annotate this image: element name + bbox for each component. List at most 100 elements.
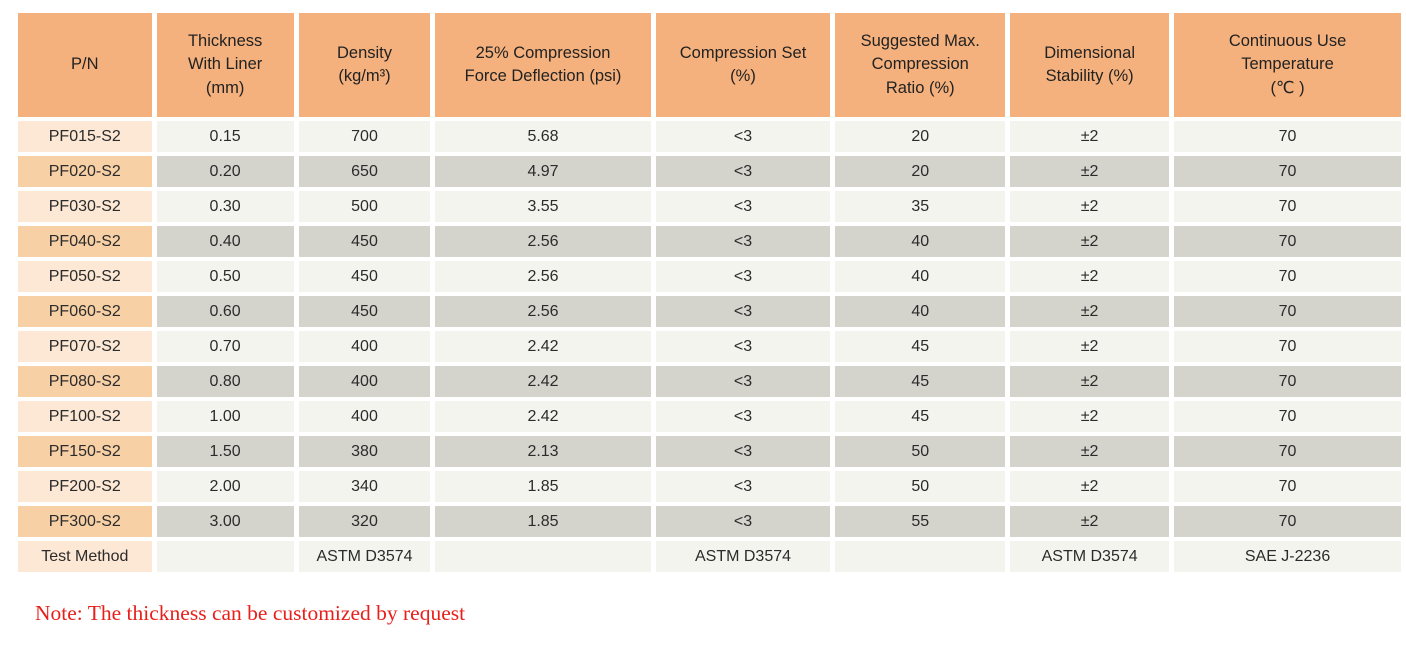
data-cell: 0.40 [156, 226, 294, 257]
thickness-note: Note: The thickness can be customized by… [35, 601, 466, 625]
data-cell: 400 [298, 401, 431, 432]
data-cell: 400 [298, 331, 431, 362]
data-cell: ASTM D3574 [1010, 541, 1170, 572]
data-cell: ASTM D3574 [655, 541, 831, 572]
data-cell: 3.00 [156, 506, 294, 537]
data-cell: 0.20 [156, 156, 294, 187]
spec-table-header: P/N Thickness With Liner (mm) Density (kg/… [18, 13, 1401, 117]
pn-cell: PF030-S2 [18, 191, 152, 222]
data-cell: 0.80 [156, 366, 294, 397]
table-row: PF070-S2 0.70 400 2.42 <3 45 ±2 70 [18, 331, 1401, 362]
table-row: PF030-S2 0.30 500 3.55 <3 35 ±2 70 [18, 191, 1401, 222]
data-cell: ±2 [1010, 506, 1170, 537]
data-cell: 4.97 [435, 156, 651, 187]
data-cell: 45 [835, 366, 1006, 397]
data-cell: 2.42 [435, 331, 651, 362]
pn-cell: PF060-S2 [18, 296, 152, 327]
data-cell: 2.56 [435, 261, 651, 292]
data-cell: 340 [298, 471, 431, 502]
data-cell: ±2 [1010, 331, 1170, 362]
data-cell [435, 541, 651, 572]
header-cell-max-compression-ratio: Suggested Max. Compression Ratio (%) [835, 13, 1006, 117]
header-row: P/N Thickness With Liner (mm) Density (kg/… [18, 13, 1401, 117]
spec-table-body: PF015-S2 0.15 700 5.68 <3 20 ±2 70 PF020-S2 0.20 6… [18, 121, 1401, 572]
data-cell: 320 [298, 506, 431, 537]
data-cell: 70 [1174, 401, 1401, 432]
header-cell-density: Density (kg/m³) [298, 13, 431, 117]
data-cell: 40 [835, 261, 1006, 292]
data-cell: 70 [1174, 436, 1401, 467]
data-cell: 3.55 [435, 191, 651, 222]
table-row: PF015-S2 0.15 700 5.68 <3 20 ±2 70 [18, 121, 1401, 152]
data-cell: ±2 [1010, 261, 1170, 292]
data-cell: 450 [298, 261, 431, 292]
pn-cell: PF020-S2 [18, 156, 152, 187]
data-cell: 0.50 [156, 261, 294, 292]
data-cell: 70 [1174, 471, 1401, 502]
data-cell: 400 [298, 366, 431, 397]
pn-cell: PF080-S2 [18, 366, 152, 397]
data-cell: <3 [655, 401, 831, 432]
pn-cell: Test Method [18, 541, 152, 572]
pn-cell: PF100-S2 [18, 401, 152, 432]
data-cell: <3 [655, 471, 831, 502]
table-row: PF050-S2 0.50 450 2.56 <3 40 ±2 70 [18, 261, 1401, 292]
data-cell: ±2 [1010, 121, 1170, 152]
data-cell: <3 [655, 366, 831, 397]
pn-cell: PF200-S2 [18, 471, 152, 502]
data-cell: 2.56 [435, 296, 651, 327]
data-cell: 1.00 [156, 401, 294, 432]
table-row: PF080-S2 0.80 400 2.42 <3 45 ±2 70 [18, 366, 1401, 397]
data-cell: 1.50 [156, 436, 294, 467]
data-cell: 70 [1174, 366, 1401, 397]
data-cell: 1.85 [435, 506, 651, 537]
data-cell: 70 [1174, 226, 1401, 257]
test-method-row: Test Method ASTM D3574 ASTM D3574 ASTM D357… [18, 541, 1401, 572]
data-cell: <3 [655, 506, 831, 537]
header-cell-thickness: Thickness With Liner (mm) [156, 13, 294, 117]
data-cell: <3 [655, 121, 831, 152]
product-spec-table: P/N Thickness With Liner (mm) Density (kg/… [13, 9, 1406, 576]
data-cell: ±2 [1010, 226, 1170, 257]
header-cell-continuous-use-temp: Continuous Use Temperature (℃ ) [1174, 13, 1401, 117]
data-cell: 500 [298, 191, 431, 222]
table-row: PF040-S2 0.40 450 2.56 <3 40 ±2 70 [18, 226, 1401, 257]
data-cell: 70 [1174, 261, 1401, 292]
table-row: PF200-S2 2.00 340 1.85 <3 50 ±2 70 [18, 471, 1401, 502]
data-cell: ±2 [1010, 401, 1170, 432]
data-cell: ASTM D3574 [298, 541, 431, 572]
data-cell: ±2 [1010, 436, 1170, 467]
data-cell: 20 [835, 121, 1006, 152]
data-cell: 5.68 [435, 121, 651, 152]
table-row: PF300-S2 3.00 320 1.85 <3 55 ±2 70 [18, 506, 1401, 537]
data-cell: 2.42 [435, 401, 651, 432]
data-cell: 650 [298, 156, 431, 187]
data-cell: 0.60 [156, 296, 294, 327]
header-cell-pn: P/N [18, 13, 152, 117]
data-cell: <3 [655, 191, 831, 222]
pn-cell: PF050-S2 [18, 261, 152, 292]
table-row: PF100-S2 1.00 400 2.42 <3 45 ±2 70 [18, 401, 1401, 432]
data-cell: 450 [298, 296, 431, 327]
data-cell: <3 [655, 436, 831, 467]
data-cell: 70 [1174, 121, 1401, 152]
data-cell: 0.30 [156, 191, 294, 222]
pn-cell: PF150-S2 [18, 436, 152, 467]
table-row: PF150-S2 1.50 380 2.13 <3 50 ±2 70 [18, 436, 1401, 467]
data-cell [156, 541, 294, 572]
data-cell: <3 [655, 156, 831, 187]
pn-cell: PF015-S2 [18, 121, 152, 152]
data-cell: 380 [298, 436, 431, 467]
spec-table-container: P/N Thickness With Liner (mm) Density (kg/… [13, 9, 1406, 576]
data-cell: 70 [1174, 296, 1401, 327]
data-cell: 40 [835, 226, 1006, 257]
data-cell: 2.13 [435, 436, 651, 467]
table-row: PF020-S2 0.20 650 4.97 <3 20 ±2 70 [18, 156, 1401, 187]
data-cell: 55 [835, 506, 1006, 537]
data-cell: 0.15 [156, 121, 294, 152]
table-row: PF060-S2 0.60 450 2.56 <3 40 ±2 70 [18, 296, 1401, 327]
pn-cell: PF070-S2 [18, 331, 152, 362]
header-cell-compression-set: Compression Set (%) [655, 13, 831, 117]
data-cell: ±2 [1010, 471, 1170, 502]
data-cell: 2.00 [156, 471, 294, 502]
